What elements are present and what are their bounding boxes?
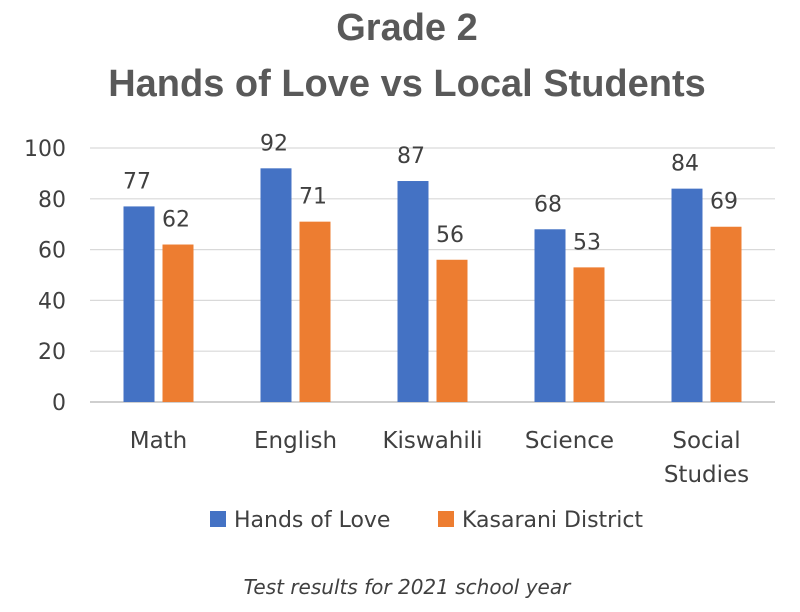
chart-caption: Test results for 2021 school year xyxy=(244,575,572,599)
category-label: Math xyxy=(130,428,188,454)
data-label: 92 xyxy=(260,131,288,156)
y-tick-label: 80 xyxy=(38,188,66,213)
y-tick-label: 20 xyxy=(38,340,66,365)
data-label: 87 xyxy=(397,144,425,169)
legend-swatch xyxy=(210,511,226,527)
chart-title-line-2: Hands of Love vs Local Students xyxy=(108,63,706,105)
chart-title-line-1: Grade 2 xyxy=(336,7,478,49)
data-label: 68 xyxy=(534,192,562,217)
data-label: 53 xyxy=(573,230,601,255)
data-label: 71 xyxy=(299,185,327,210)
y-axis-ticks: 0 20 40 60 80 100 xyxy=(24,137,66,416)
legend-label: Hands of Love xyxy=(234,508,390,533)
legend: Hands of Love Kasarani District xyxy=(210,508,643,533)
y-tick-label: 40 xyxy=(38,289,66,314)
data-labels: 77 62 92 71 87 56 68 53 84 69 xyxy=(123,131,738,255)
category-label: Studies xyxy=(664,462,749,488)
bars xyxy=(123,168,742,402)
data-label: 77 xyxy=(123,169,151,194)
category-label: Kiswahili xyxy=(382,428,482,454)
data-label: 84 xyxy=(671,152,699,177)
data-label: 69 xyxy=(710,190,738,215)
category-label: Science xyxy=(525,428,614,454)
y-tick-label: 100 xyxy=(24,137,66,162)
y-tick-label: 60 xyxy=(38,239,66,264)
data-label: 56 xyxy=(436,223,464,248)
bar xyxy=(534,229,566,402)
bar xyxy=(397,181,429,402)
category-label: Social xyxy=(672,428,740,454)
bar xyxy=(671,188,703,402)
bar xyxy=(436,259,468,402)
bar xyxy=(573,267,605,402)
data-label: 62 xyxy=(162,208,190,233)
y-tick-label: 0 xyxy=(52,391,66,416)
category-label: English xyxy=(254,428,337,454)
bar xyxy=(123,206,155,402)
bar xyxy=(299,221,331,402)
category-labels: Math English Kiswahili Science Social Studies xyxy=(130,428,749,488)
gridlines xyxy=(90,147,775,403)
bar xyxy=(162,244,194,402)
bar xyxy=(710,226,742,402)
legend-swatch xyxy=(438,511,454,527)
bar xyxy=(260,168,292,402)
legend-label: Kasarani District xyxy=(462,508,643,533)
